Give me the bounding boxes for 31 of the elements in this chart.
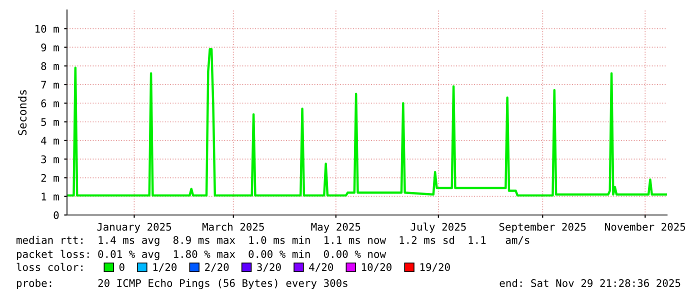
- x-tick-label: March 2025: [202, 222, 264, 231]
- y-tick-label: 8 m: [41, 62, 59, 70]
- text: probe: 20 ICMP Echo Pings (56 Bytes) every 300s: [16, 278, 348, 290]
- y-tick-label: 6 m: [41, 99, 59, 108]
- y-tick-label: 10 m: [36, 24, 59, 33]
- text: median rtt: 1.4 ms avg 8.9 ms max 1.0 ms min 1.1 ms now 1.2 ms sd 1.1 am/s: [16, 236, 530, 246]
- x-tick-label: May 2025: [311, 222, 360, 233]
- x-tick-label: September 2025: [499, 222, 586, 233]
- y-tick-label: 4 m: [41, 136, 59, 144]
- x-tick-label: January 2025: [97, 222, 172, 233]
- y-tick-label: 3 m: [41, 155, 59, 164]
- legend-label: 1/20: [153, 263, 177, 272]
- y-tick-label: 7 m: [41, 80, 59, 89]
- x-tick-label: July 2025: [410, 222, 466, 233]
- y-tick-label: 9 m: [41, 44, 59, 52]
- legend-label: 0: [119, 263, 124, 272]
- legend-label: 19/20: [420, 263, 450, 272]
- text: end: Sat Nov 29 21:28:36 2025: [500, 278, 680, 288]
- legend-label: 3/20: [257, 263, 281, 272]
- y-axis-title: Seconds: [18, 90, 27, 136]
- y-tick-label: 5 m: [41, 118, 59, 126]
- legend-title: loss color:: [16, 262, 82, 272]
- text: packet loss: 0.01 % avg 1.80 % max 0.00 % min 0.00 % now: [16, 250, 386, 260]
- x-tick-label: November 2025: [605, 222, 686, 231]
- legend-label: 2/20: [205, 263, 229, 272]
- y-tick-label: 1 m: [42, 192, 59, 200]
- legend-label: 10/20: [362, 263, 392, 272]
- y-tick-label: 2 m: [41, 174, 59, 182]
- legend-label: 4/20: [309, 263, 334, 272]
- line-series: [67, 48, 667, 197]
- y-tick-label: 0: [54, 211, 59, 220]
